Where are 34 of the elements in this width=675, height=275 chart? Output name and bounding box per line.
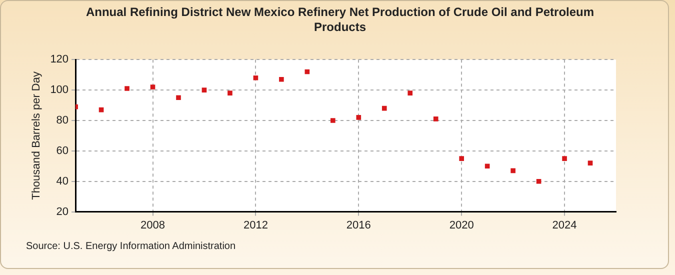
x-tick-label: 2012 — [243, 219, 268, 232]
point — [98, 107, 104, 112]
y-tick-label: 120 — [50, 54, 69, 66]
point — [382, 106, 387, 111]
y-tick-label: 60 — [56, 144, 69, 157]
point — [124, 86, 130, 91]
point — [433, 116, 438, 122]
y-axis-title: Thousand Barrels per Day — [30, 71, 43, 200]
point — [330, 118, 336, 123]
point — [356, 115, 362, 120]
point — [150, 84, 156, 90]
y-tick-label: 100 — [50, 84, 69, 96]
source-note: Source: U.S. Energy Information Administration — [26, 241, 236, 252]
point — [408, 90, 413, 96]
x-tick-label: 2008 — [140, 219, 165, 232]
point — [304, 69, 310, 74]
x-tick-label: 2016 — [346, 219, 371, 232]
point — [562, 156, 567, 161]
point — [484, 164, 490, 169]
chart-title: Annual Refining District New Mexico Refinery Net Production of Crude Oil and Petroleum Products — [84, 5, 596, 35]
point — [536, 178, 542, 184]
point — [279, 76, 284, 82]
x-tick-label: 2020 — [449, 219, 474, 232]
point — [176, 95, 181, 100]
point — [588, 160, 593, 166]
point — [202, 88, 207, 92]
y-tick-label: 20 — [56, 206, 69, 218]
point — [510, 168, 516, 174]
x-tick-label: 2024 — [552, 219, 577, 232]
point — [253, 75, 258, 80]
y-tick-label: 80 — [56, 114, 69, 127]
y-tick-label: 40 — [56, 175, 69, 188]
point — [228, 90, 232, 96]
point — [459, 156, 464, 161]
